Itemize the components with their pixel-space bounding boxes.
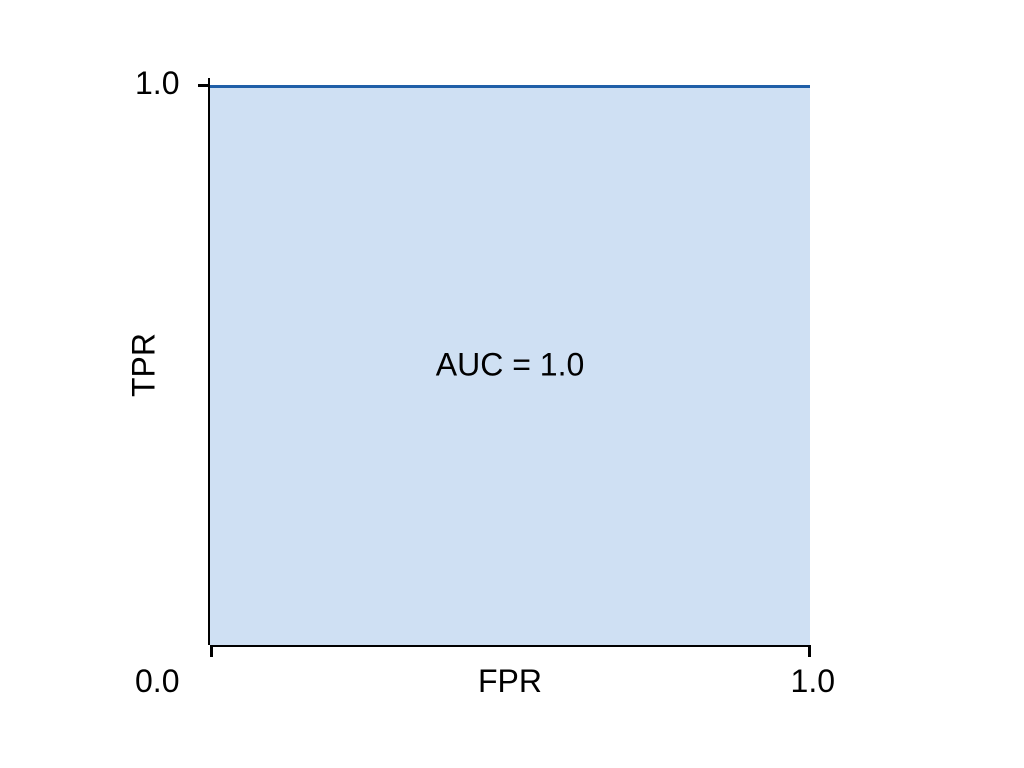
origin-label: 0.0: [135, 663, 179, 700]
y-tick-top: [198, 84, 210, 87]
roc-chart: 1.0 0.0 1.0 TPR FPR AUC = 1.0: [210, 85, 810, 645]
x-axis: [210, 645, 810, 647]
x-tick-label-right: 1.0: [791, 663, 835, 700]
auc-annotation: AUC = 1.0: [436, 347, 585, 384]
x-tick-left: [210, 645, 213, 657]
roc-curve-line: [210, 85, 810, 88]
x-axis-label: FPR: [478, 663, 542, 700]
x-tick-right: [808, 645, 811, 657]
y-axis-label: TPR: [126, 333, 163, 397]
y-tick-label-top: 1.0: [135, 65, 179, 102]
y-axis: [208, 85, 210, 645]
